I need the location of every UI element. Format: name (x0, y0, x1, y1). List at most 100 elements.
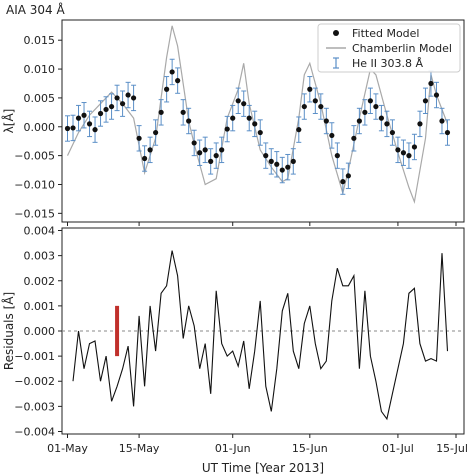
xtick-label: 15-May (119, 442, 160, 455)
fitted-model-point (175, 78, 181, 84)
bottom-y-ticks: −0.004 −0.003 −0.002 −0.001 0.000 0.001 0.002 0… (14, 225, 62, 438)
xtick-label: 15-Jul (436, 442, 468, 455)
fitted-model-point (373, 103, 379, 110)
top-ytick-label: 0.000 (24, 121, 56, 134)
bottom-ytick-label: 0.004 (24, 225, 56, 238)
fitted-model-point (64, 125, 71, 132)
fitted-model-point (70, 125, 76, 131)
figure-title: AIA 304 Å (6, 2, 65, 17)
bottom-ytick-label: 0.003 (24, 250, 56, 263)
bottom-ytick-label: −0.003 (14, 400, 55, 413)
legend-dot-marker (333, 30, 339, 36)
fitted-model-point (114, 95, 120, 101)
fitted-model-point (130, 95, 137, 101)
residuals-line (72, 250, 449, 421)
fitted-model-point (219, 147, 225, 153)
fitted-model-point (285, 164, 291, 170)
legend-chamberlin-model: Chamberlin Model (352, 42, 452, 55)
fitted-model-point (323, 118, 329, 124)
fitted-model-point (389, 129, 396, 136)
top-y-ticks: −0.015 −0.010 −0.005 0.000 0.005 0.010 0.015 (14, 34, 62, 220)
xtick-label: 15-Jun (292, 442, 328, 455)
x-axis-label: UT Time [Year 2013] (202, 461, 324, 475)
fitted-model-point (351, 135, 357, 141)
fitted-model-point (301, 103, 307, 110)
top-ytick-label: −0.010 (14, 178, 55, 191)
fitted-model-point (158, 109, 164, 115)
fitted-model-point (439, 118, 445, 124)
fitted-model-point (345, 173, 351, 179)
top-ytick-label: 0.015 (24, 34, 56, 47)
fitted-model-point (108, 103, 115, 110)
fitted-model-point (378, 115, 384, 121)
top-x-ticks (67, 222, 457, 226)
fitted-model-point (191, 140, 197, 146)
fitted-model-point (318, 103, 324, 110)
legend-he-ii: He II 303.8 Å (352, 57, 424, 70)
xtick-label: 01-May (47, 442, 88, 455)
top-y-axis-label: λ[Å] (1, 109, 16, 134)
fitted-model-point (279, 167, 285, 173)
fitted-model-point (329, 132, 335, 139)
fitted-model-point (202, 147, 208, 153)
top-ytick-label: 0.010 (24, 63, 56, 76)
residuals-series (72, 250, 449, 421)
fitted-model-point (263, 153, 269, 159)
fitted-model-point (103, 106, 109, 113)
fitted-model-point (257, 129, 263, 136)
fitted-model-point (81, 112, 87, 118)
fitted-model-point (417, 121, 423, 127)
fitted-model-point (230, 115, 236, 121)
legend-fitted-model: Fitted Model (352, 27, 419, 40)
fitted-model-point (406, 153, 412, 159)
xtick-label: 01-Jul (382, 442, 414, 455)
fitted-model-point (433, 92, 440, 98)
fitted-model-point (246, 115, 252, 121)
fitted-model-point (241, 101, 247, 107)
fitted-model-point (208, 158, 214, 164)
fitted-model-point (125, 92, 131, 98)
fitted-model-point (274, 161, 280, 167)
bottom-ytick-label: 0.001 (24, 300, 56, 313)
bottom-ytick-label: −0.004 (14, 425, 55, 438)
fitted-model-point (180, 109, 186, 115)
fitted-model-point (307, 86, 313, 92)
fitted-model-point (296, 127, 302, 133)
fitted-model-point (169, 69, 175, 75)
fitted-model-point (235, 98, 241, 104)
fitted-model-point (268, 158, 274, 164)
fitted-model-series (64, 69, 451, 185)
fitted-model-point (367, 98, 373, 104)
fitted-model-point (384, 121, 390, 127)
fitted-model-point (136, 135, 142, 141)
fitted-model-point (119, 101, 126, 107)
errorbar-series (65, 58, 450, 195)
fitted-model-point (213, 153, 219, 159)
fitted-model-point (153, 129, 159, 136)
bottom-ytick-label: 0.002 (24, 275, 56, 288)
top-ytick-label: 0.005 (24, 92, 56, 105)
fitted-model-point (75, 115, 82, 121)
fitted-model-point (422, 98, 429, 104)
bottom-y-axis-label: Residuals [Å] (1, 292, 16, 370)
top-ytick-label: −0.015 (14, 207, 55, 220)
fitted-model-point (142, 155, 148, 162)
fitted-model-point (411, 144, 418, 150)
bottom-ytick-label: −0.002 (14, 375, 55, 388)
fitted-model-point (444, 129, 451, 136)
fitted-model-point (86, 121, 93, 127)
bottom-ytick-label: −0.001 (14, 350, 55, 363)
fitted-model-point (92, 127, 98, 133)
legend: Fitted Model Chamberlin Model He II 303.… (317, 23, 461, 73)
fitted-model-point (400, 150, 407, 156)
fitted-model-point (356, 118, 362, 124)
fitted-model-point (97, 110, 104, 117)
fitted-model-point (197, 150, 203, 156)
fitted-model-point (147, 147, 153, 153)
fitted-model-point (428, 80, 434, 87)
fitted-model-point (290, 158, 296, 164)
top-ytick-label: −0.005 (14, 150, 55, 163)
top-panel: −0.015 −0.010 −0.005 0.000 0.005 0.010 0.015 λ… (1, 19, 465, 226)
legend-box (317, 23, 461, 73)
